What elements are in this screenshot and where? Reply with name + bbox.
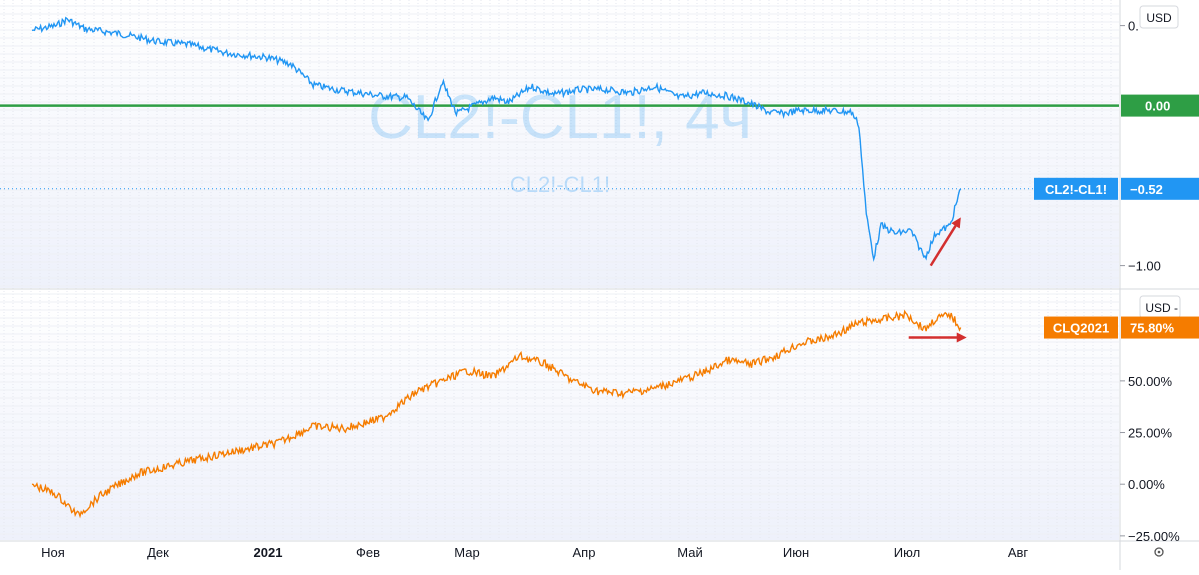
- zero-value-tag: [1121, 94, 1199, 117]
- time-axis-label: Ноя: [41, 545, 65, 560]
- currency-label-bottom: USD: [1145, 301, 1171, 315]
- time-axis-label: Фев: [356, 545, 380, 560]
- spread-value-tag: [1121, 177, 1199, 200]
- time-axis-label: Авг: [1008, 545, 1029, 560]
- series-line-clq: [31, 309, 962, 519]
- spread-symbol-tag: [1034, 177, 1118, 200]
- bottom-pane[interactable]: [31, 309, 967, 519]
- series-line-spread: [31, 16, 962, 262]
- time-axis-label: 2021: [254, 545, 283, 560]
- watermark-sub: CL2!-CL1!: [510, 172, 610, 197]
- time-axis-label: Май: [677, 545, 702, 560]
- currency-suffix-bottom: -: [1174, 301, 1178, 315]
- annotation-arrow-up: [929, 217, 961, 267]
- currency-label-top: USD: [1146, 11, 1172, 25]
- top-price-axis[interactable]: 0. −1.00: [1120, 19, 1161, 274]
- gear-icon[interactable]: [1154, 547, 1164, 557]
- bottom-price-axis[interactable]: 50.00% 25.00% 0.00% −25.00%: [1120, 374, 1180, 544]
- top-pane[interactable]: [0, 16, 1119, 267]
- clq-value-tag: [1121, 316, 1199, 339]
- time-axis-label: Мар: [454, 545, 479, 560]
- currency-badge-top[interactable]: [1139, 5, 1179, 29]
- price-tick-label: 25.00%: [1128, 426, 1173, 441]
- clq-symbol-label: CLQ2021: [1053, 321, 1109, 336]
- price-tick-label: 0.00%: [1128, 477, 1165, 492]
- clq-symbol-tag: [1044, 316, 1118, 339]
- price-tick-label: 50.00%: [1128, 374, 1173, 389]
- time-axis[interactable]: Ноя Дек 2021 Фев Мар Апр Май Июн Июл Авг: [41, 545, 1028, 560]
- bottom-pane-bg: [0, 292, 1119, 540]
- grid-lines: [0, 0, 1119, 540]
- time-axis-label: Июн: [783, 545, 809, 560]
- time-axis-label: Дек: [147, 545, 169, 560]
- price-tick-label: −1.00: [1128, 259, 1161, 274]
- price-tick-label: 0.: [1128, 19, 1139, 34]
- zero-value-label: 0.00: [1145, 99, 1170, 114]
- clq-value-label: 75.80%: [1130, 321, 1175, 336]
- spread-symbol-label: CL2!-CL1!: [1045, 182, 1107, 197]
- time-axis-label: Апр: [573, 545, 596, 560]
- spread-value-label: −0.52: [1130, 182, 1163, 197]
- time-axis-label: Июл: [894, 545, 920, 560]
- price-tick-label: −25.00%: [1128, 529, 1180, 544]
